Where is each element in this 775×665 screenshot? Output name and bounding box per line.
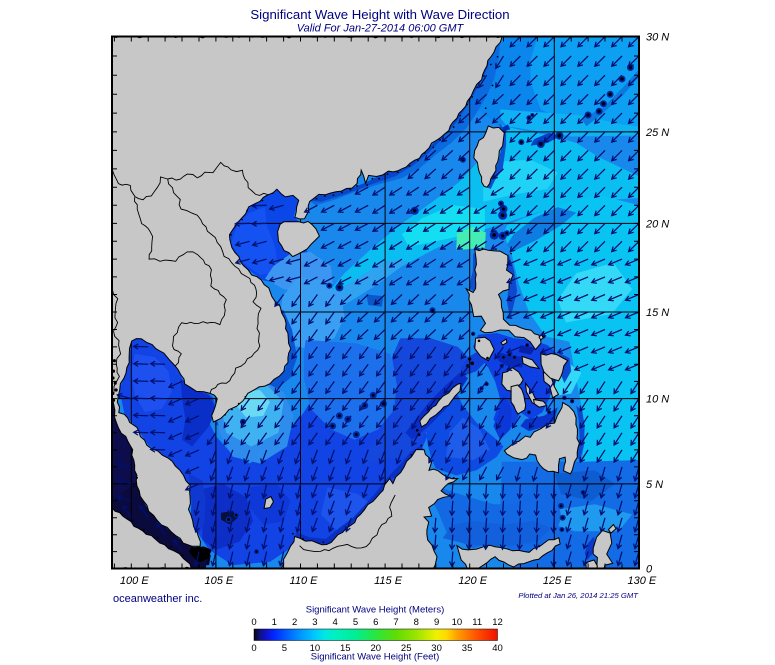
svg-text:15 N: 15 N [646,307,669,319]
svg-text:30: 30 [431,643,442,654]
svg-text:5 N: 5 N [646,479,663,491]
svg-text:105 E: 105 E [205,575,234,587]
svg-text:Plotted at Jan 26, 2014 21:25: Plotted at Jan 26, 2014 21:25 GMT [518,591,639,600]
svg-text:120 E: 120 E [458,575,487,587]
svg-text:10 N: 10 N [646,394,669,406]
svg-text:5: 5 [282,643,287,654]
svg-text:11: 11 [472,617,482,628]
svg-text:100 E: 100 E [120,575,149,587]
svg-text:30 N: 30 N [646,32,669,44]
svg-text:Valid For Jan-27-2014 06:00 GM: Valid For Jan-27-2014 06:00 GMT [297,23,465,35]
svg-text:115 E: 115 E [374,575,403,587]
svg-text:8: 8 [414,617,419,628]
svg-text:oceanweather inc.: oceanweather inc. [113,593,202,605]
svg-text:3: 3 [312,617,317,628]
svg-text:2: 2 [292,617,297,628]
svg-text:15: 15 [340,643,351,654]
svg-text:9: 9 [434,617,439,628]
svg-text:20 N: 20 N [645,218,669,230]
svg-text:0: 0 [251,617,256,628]
svg-text:Significant Wave Height (Meter: Significant Wave Height (Meters) [306,605,445,616]
svg-text:125 E: 125 E [543,575,572,587]
svg-text:Significant Wave Height (Feet): Significant Wave Height (Feet) [311,652,439,663]
svg-text:25: 25 [401,643,412,654]
svg-text:10: 10 [452,617,463,628]
svg-text:10: 10 [310,643,321,654]
svg-text:0: 0 [646,564,653,576]
svg-text:20: 20 [371,643,382,654]
svg-text:35: 35 [462,643,473,654]
svg-text:0: 0 [251,643,256,654]
svg-text:7: 7 [393,617,398,628]
svg-text:12: 12 [492,617,503,628]
svg-text:110 E: 110 E [290,575,319,587]
svg-text:1: 1 [272,617,277,628]
svg-text:6: 6 [373,617,378,628]
svg-text:40: 40 [492,643,503,654]
svg-text:130 E: 130 E [628,575,657,587]
svg-text:4: 4 [333,617,338,628]
svg-text:25 N: 25 N [645,127,669,139]
svg-text:Significant Wave Height with W: Significant Wave Height with Wave Direct… [250,7,509,22]
svg-text:5: 5 [353,617,358,628]
